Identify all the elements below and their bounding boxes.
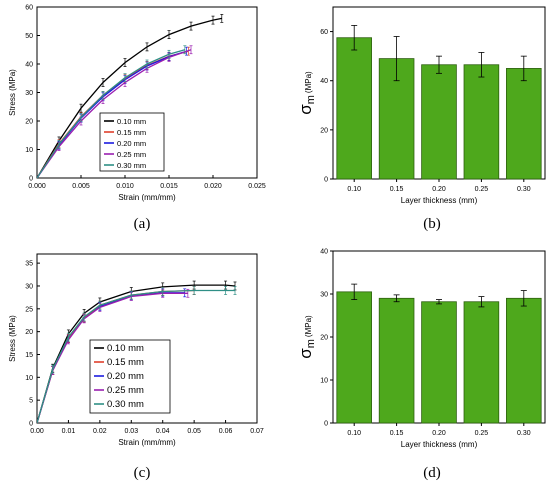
x-tick-label: 0.20 — [432, 186, 446, 193]
series-line-4 — [37, 289, 235, 423]
legend: 0.10 mm 0.15 mm 0.20 mm 0.25 mm 0.30 mm — [99, 112, 165, 172]
x-tick-label: 0.25 — [475, 186, 489, 193]
y-tick-label: 30 — [320, 292, 328, 299]
x-tick-label: 0.04 — [156, 428, 170, 435]
bar-0.20 — [421, 64, 457, 180]
x-tick-label: 0.00 — [30, 428, 44, 435]
panel-1: 0.10 0.15 0.20 0.25 0.30 0 20 40 60 Layer thickne… — [296, 6, 546, 232]
x-tick-label: 0.20 — [432, 430, 446, 437]
x-tick-label: 0.15 — [390, 430, 404, 437]
legend-box — [99, 112, 165, 172]
y-tick-label: 40 — [320, 78, 328, 85]
bar-0.15 — [378, 297, 415, 424]
panel-2: 0.00 0.01 0.02 0.03 0.04 0.05 0.06 0.07 0 5 10 15 20… — [8, 253, 264, 481]
series-line-3 — [37, 49, 192, 178]
y-axis-label: Stress (MPa) — [8, 69, 17, 116]
y-tick-label: 40 — [25, 62, 33, 69]
legend-label: 0.20 mm — [107, 371, 144, 382]
legend-label: 0.15 mm — [117, 128, 146, 137]
y-tick-label: 5 — [29, 398, 33, 405]
y-tick-label: 0 — [324, 177, 328, 184]
y-tick-label: 20 — [320, 127, 328, 134]
y-tick-label: 40 — [320, 249, 328, 256]
legend-label: 0.25 mm — [107, 385, 144, 396]
bar-0.30 — [506, 68, 542, 180]
legend-label: 0.30 mm — [107, 399, 144, 410]
x-tick-label: 0.07 — [250, 428, 264, 435]
legend-label: 0.10 mm — [117, 117, 146, 126]
series-line-3 — [37, 292, 188, 423]
legend-label: 0.25 mm — [117, 150, 146, 159]
legend-label: 0.20 mm — [117, 139, 146, 148]
plot-frame — [36, 253, 258, 424]
plot-area — [37, 14, 224, 178]
y-tick-label: 10 — [25, 375, 33, 382]
bar-0.25 — [463, 301, 500, 424]
panel-caption: (d) — [423, 465, 441, 481]
y-tick-label: 15 — [25, 352, 33, 359]
panel-3: 0.10 0.15 0.20 0.25 0.30 0 10 20 30 40 Layer thick… — [296, 249, 546, 481]
x-tick-label: 0.005 — [72, 183, 90, 190]
x-axis-label: Layer thickness (mm) — [401, 440, 478, 449]
x-tick-label: 0.03 — [124, 428, 138, 435]
legend: 0.10 mm 0.15 mm 0.20 mm 0.25 mm 0.30 mm — [89, 339, 171, 414]
bar-0.20 — [421, 301, 457, 424]
y-tick-label: 0 — [29, 421, 33, 428]
x-tick-label: 0.025 — [248, 183, 266, 190]
series-line-0 — [37, 284, 236, 423]
y-tick-label: 25 — [25, 306, 33, 313]
y-tick-label: 20 — [25, 329, 33, 336]
x-tick-label: 0.30 — [517, 430, 531, 437]
y-axis-label: σm(MPa) — [296, 315, 317, 359]
y-tick-label: 60 — [25, 5, 33, 12]
y-tick-label: 20 — [25, 119, 33, 126]
x-tick-label: 0.15 — [390, 186, 404, 193]
y-tick-label: 30 — [25, 90, 33, 97]
y-tick-label: 60 — [320, 29, 328, 36]
panel-caption: (c) — [134, 465, 151, 481]
bar-0.25 — [463, 64, 500, 180]
x-tick-label: 0.010 — [116, 183, 134, 190]
y-tick-label: 0 — [29, 176, 33, 183]
panel-caption: (b) — [423, 216, 441, 232]
x-tick-label: 0.000 — [28, 183, 46, 190]
bar-0.10 — [336, 291, 372, 424]
y-tick-label: 0 — [324, 421, 328, 428]
x-axis-label: Layer thickness (mm) — [401, 196, 478, 205]
x-tick-label: 0.02 — [93, 428, 107, 435]
y-tick-label: 10 — [25, 147, 33, 154]
x-axis-label: Strain (mm/mm) — [118, 193, 176, 202]
x-tick-label: 0.01 — [62, 428, 76, 435]
series-line-0 — [37, 17, 222, 178]
y-axis-label: σm(MPa) — [296, 71, 317, 115]
plot-area — [37, 280, 237, 423]
x-tick-label: 0.05 — [187, 428, 201, 435]
x-tick-label: 0.10 — [347, 186, 361, 193]
x-tick-label: 0.020 — [204, 183, 222, 190]
panel-caption: (a) — [134, 216, 151, 232]
y-tick-label: 35 — [25, 261, 33, 268]
panel-0: 0.000 0.005 0.010 0.015 0.020 0.025 0 10 20 30 40 5… — [8, 5, 266, 233]
x-axis-label: Strain (mm/mm) — [118, 438, 176, 447]
x-tick-label: 0.25 — [475, 430, 489, 437]
x-tick-label: 0.10 — [347, 430, 361, 437]
x-tick-label: 0.015 — [160, 183, 178, 190]
y-tick-label: 50 — [25, 33, 33, 40]
y-tick-label: 30 — [25, 283, 33, 290]
y-axis-label: Stress (MPa) — [8, 315, 17, 362]
legend-label: 0.10 mm — [107, 343, 144, 354]
bar-0.30 — [506, 297, 542, 424]
x-tick-label: 0.30 — [517, 186, 531, 193]
x-tick-label: 0.06 — [219, 428, 233, 435]
y-tick-label: 10 — [320, 378, 328, 385]
series-line-4 — [37, 49, 185, 178]
legend-label: 0.15 mm — [107, 357, 144, 368]
y-tick-label: 20 — [320, 335, 328, 342]
bar-0.10 — [336, 37, 372, 180]
legend-label: 0.30 mm — [117, 161, 146, 170]
